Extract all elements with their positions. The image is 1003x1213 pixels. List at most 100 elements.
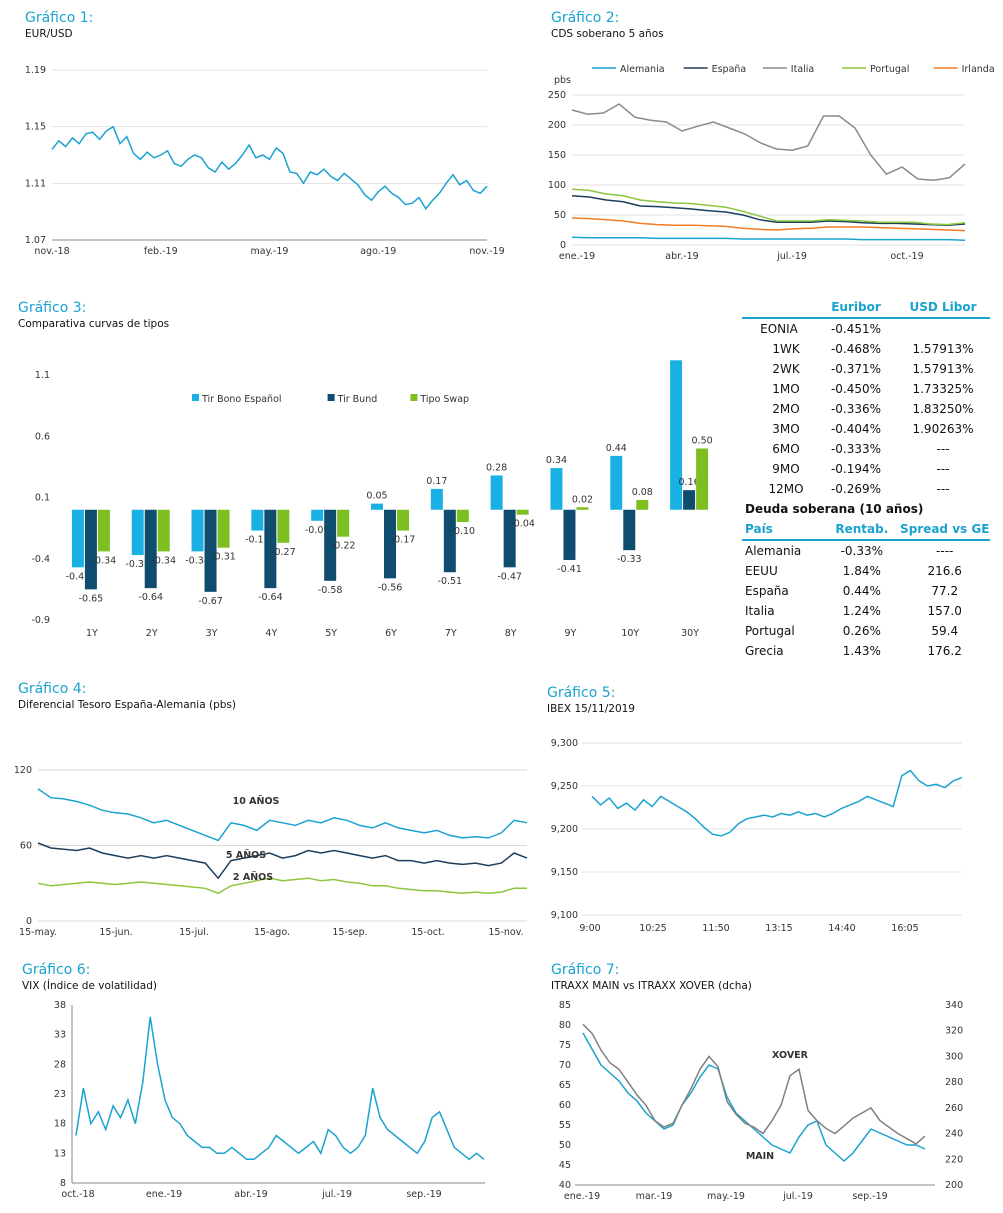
sovereign-debt-table: País Rentab. Spread vs GE Alemania -0.33%… (742, 519, 990, 661)
x-tick-label: nov.-19 (469, 246, 504, 257)
chart6-title: Gráfico 6: (22, 962, 91, 978)
chart2-subtitle: CDS soberano 5 años (551, 28, 664, 40)
rates-row: EONIA -0.451% (742, 318, 990, 339)
x-tick-label: 15-oct. (411, 927, 444, 938)
bar-tipo-swap (97, 509, 110, 552)
rates-cell: 1.83250% (912, 402, 974, 416)
y-tick-label: 75 (559, 1040, 571, 1051)
rates-cell: -0.371% (830, 362, 882, 376)
chart5-header: Gráfico 5: IBEX 15/11/2019 (547, 685, 635, 716)
data-label: -0.37 (125, 559, 150, 570)
debt-cell: 1.84% (842, 564, 881, 578)
data-label: -0.17 (391, 535, 416, 546)
debt-header-spread: Spread vs GE (900, 522, 990, 536)
rates-cell: 2WK (772, 362, 800, 376)
bar-tir-bund (264, 509, 277, 589)
rates-cell: 1.73325% (912, 382, 974, 396)
x-tick-label: jul.-19 (321, 1189, 352, 1200)
x-tick-label: oct.-18 (61, 1189, 94, 1200)
y-tick-label: 55 (559, 1120, 571, 1131)
data-label: -0.33 (617, 554, 642, 565)
data-label: -0.65 (79, 593, 104, 604)
bar-tir-bono-español (670, 360, 683, 510)
x-tick-label: 13:15 (765, 923, 792, 934)
y-tick-label: 28 (54, 1059, 66, 1070)
debt-cell: España (745, 584, 789, 598)
bar-tir-bono-español (251, 509, 264, 531)
data-label: 0.02 (572, 494, 593, 505)
debt-body: Alemania -0.33% ---- EEUU 1.84% 216.6 España 0.… (742, 540, 990, 661)
chart1-title: Gráfico 1: (25, 10, 94, 26)
bar-tir-bund (443, 509, 456, 573)
chart7-subtitle: ITRAXX MAIN vs ITRAXX XOVER (dcha) (551, 980, 752, 992)
sovereign-debt-heading: Deuda soberana (10 años) (745, 502, 924, 516)
bar-tir-bono-español (371, 503, 383, 510)
rates-row: 2MO -0.336% 1.83250% (742, 399, 990, 419)
series-line-xover (582, 1023, 926, 1145)
y-tick-label: 13 (54, 1148, 66, 1159)
rates-cell (896, 318, 990, 339)
bar-tir-bono-español (490, 475, 503, 510)
rates-cell: --- (936, 482, 950, 496)
x-tick-label: 10:25 (639, 923, 666, 934)
rates-row: 6MO -0.333% --- (742, 439, 990, 459)
debt-row: España 0.44% 77.2 (742, 581, 990, 601)
data-label: -0.27 (271, 547, 296, 558)
y-tick-label: 60 (559, 1100, 571, 1111)
debt-cell: 0.44% (842, 584, 881, 598)
data-label: -0.47 (66, 571, 91, 582)
bar-tir-bund (84, 509, 97, 590)
y-tick-label: 85 (559, 1000, 571, 1011)
debt-cell: Portugal (745, 624, 795, 638)
data-label: -0.64 (258, 592, 283, 603)
legend-label: Alemania (620, 64, 665, 75)
series-line-main (582, 1032, 926, 1163)
bar-tir-bund (324, 509, 337, 581)
x-tick-label: 9Y (565, 628, 577, 639)
rates-cell: -0.404% (830, 422, 882, 436)
rates-cell: --- (936, 442, 950, 456)
x-tick-label: 8Y (505, 628, 517, 639)
bar-tipo-swap (636, 499, 649, 510)
x-tick-label: may.-19 (251, 246, 289, 257)
x-tick-label: 9:00 (579, 923, 600, 934)
bar-tir-bund (144, 509, 157, 589)
debt-cell: EEUU (745, 564, 778, 578)
chart5-title: Gráfico 5: (547, 685, 616, 701)
y-tick-label: 1.15 (25, 122, 46, 133)
x-tick-label: 3Y (206, 628, 218, 639)
legend-label: Tir Bono Español (201, 394, 282, 405)
rates-cell: 12MO (768, 482, 804, 496)
x-tick-label: 15-nov. (488, 927, 523, 938)
chart4-header: Gráfico 4: Diferencial Tesoro España-Ale… (18, 681, 236, 712)
bar-tir-bund (563, 509, 576, 560)
data-label: -0.09 (305, 525, 330, 536)
chart6-subtitle: VIX (Índice de volatilidad) (22, 980, 157, 992)
rates-cell: --- (936, 462, 950, 476)
y2-tick-label: 280 (945, 1077, 963, 1088)
y2-tick-label: 240 (945, 1129, 963, 1140)
debt-cell: 1.43% (842, 644, 881, 658)
chart2-cds: 0 50 100 150 200 250 pbs ene.-19 abr.-19 jul.-19 o… (548, 64, 995, 262)
x-tick-label: 1Y (86, 628, 98, 639)
x-tick-label: 16:05 (891, 923, 918, 934)
x-tick-label: oct.-19 (890, 251, 923, 262)
data-label: -0.22 (331, 541, 356, 552)
debt-cell: Italia (745, 604, 775, 618)
x-tick-label: jul.-19 (776, 251, 807, 262)
y-axis-label: pbs (554, 75, 571, 86)
x-tick-label: nov.-18 (34, 246, 69, 257)
rates-cell: -0.450% (830, 382, 882, 396)
rates-cell: -0.194% (830, 462, 882, 476)
y-tick-label: 9,250 (551, 781, 578, 792)
y-tick-label: 23 (54, 1089, 66, 1100)
data-label: -0.34 (185, 555, 210, 566)
x-tick-label: ene.-19 (559, 251, 595, 262)
debt-header-country: País (745, 522, 773, 536)
debt-cell: Grecia (745, 644, 784, 658)
bar-tir-bund (683, 490, 696, 510)
debt-cell: 1.24% (842, 604, 881, 618)
series-line-ibex (591, 769, 963, 837)
y-tick-label: 1.11 (25, 178, 46, 189)
chart6-vix: 8 13 18 23 28 33 38 oct.-18 ene.-19 abr.-19 jul.-1… (54, 1000, 485, 1200)
